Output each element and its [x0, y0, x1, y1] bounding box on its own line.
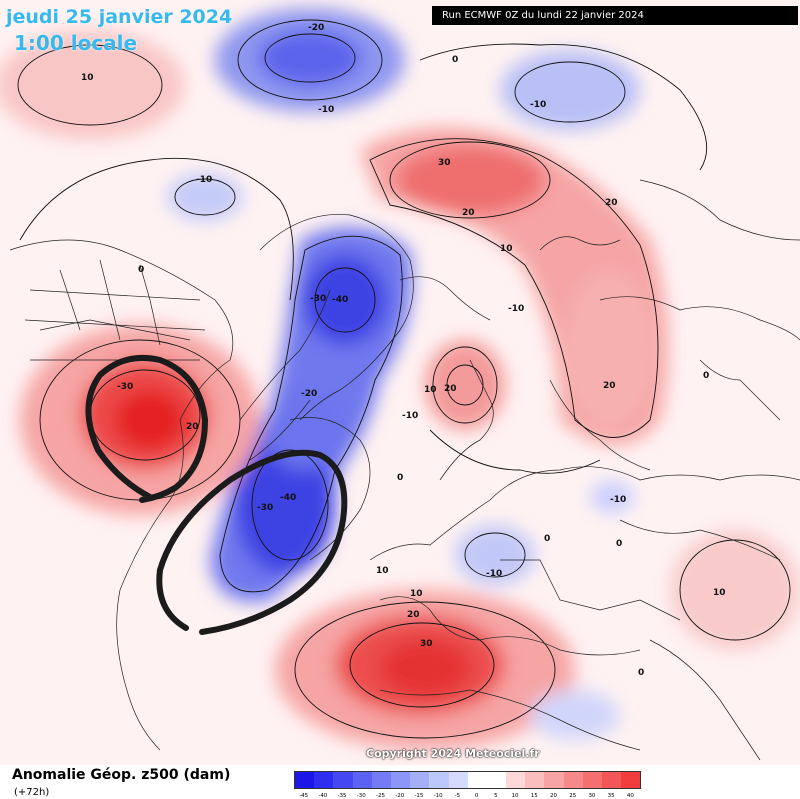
legend-swatch — [602, 772, 622, 788]
forecast-local-time: 1:00 locale — [14, 31, 138, 55]
contour-label: -20 — [308, 23, 324, 33]
legend-swatch — [506, 772, 526, 788]
contour-label: -40 — [280, 493, 296, 503]
positive-anomaly-scandinavia — [425, 340, 505, 430]
contour-label: 20 — [186, 422, 199, 432]
contour-label: 10 — [376, 566, 389, 576]
legend-tick-labels: -45 -40 -35 -30 -25 -20 -15 -10 -5 0 5 10 15 20 25 30 35… — [299, 793, 634, 799]
contour-label: 20 — [605, 198, 618, 208]
anomaly-map: 10 -20 -10 0 -10 30 20 -10 0 10 -30 -40 … — [0, 0, 800, 765]
contour-label: -40 — [332, 295, 348, 305]
contour-label: -10 — [508, 304, 524, 314]
contour-value-labels: 10 -20 -10 0 -10 30 20 -10 0 10 -30 -40 … — [81, 23, 726, 678]
legend-swatch — [621, 772, 641, 788]
legend-swatch — [390, 772, 411, 788]
contour-label: 0 — [544, 534, 550, 544]
field-label: Anomalie Géop. z500 (dam) — [12, 767, 231, 783]
legend-swatch — [410, 772, 430, 788]
lead-time-label: (+72h) — [14, 787, 50, 798]
contour-label: 20 — [407, 610, 420, 620]
legend-tick: 30 — [588, 793, 595, 799]
legend-swatch — [544, 772, 564, 788]
legend-tick: 25 — [569, 793, 576, 799]
legend-tick: -30 — [357, 793, 366, 799]
contour-label: 10 — [713, 588, 726, 598]
contour-label: 0 — [616, 539, 622, 549]
copyright-notice: Copyright 2024 Meteociel.fr — [366, 747, 540, 760]
contour-label: 20 — [462, 208, 475, 218]
legend-tick: -15 — [414, 793, 423, 799]
model-run-banner: Run ECMWF 0Z du lundi 22 janvier 2024 — [432, 6, 798, 25]
legend-tick: -35 — [338, 793, 347, 799]
legend-swatch — [525, 772, 545, 788]
contour-label: 30 — [438, 158, 451, 168]
contour-label: 10 — [424, 385, 437, 395]
annotation-circle-atlantic — [156, 449, 348, 635]
contour-label: -30 — [310, 294, 326, 304]
legend-tick: 20 — [550, 793, 557, 799]
contour-label: 20 — [603, 381, 616, 391]
contour-lines — [17, 19, 791, 739]
contour-label: -10 — [318, 105, 334, 115]
map-footer: Anomalie Géop. z500 (dam) (+72h) -45 -40-… — [0, 765, 800, 799]
legend-tick: 15 — [531, 793, 538, 799]
legend-tick: -20 — [395, 793, 404, 799]
legend-swatch — [486, 772, 507, 788]
contour-label: 10 — [81, 73, 94, 83]
contour-label: 10 — [500, 244, 513, 254]
legend-swatch — [333, 772, 353, 788]
legend-swatch — [295, 772, 315, 788]
contour-label: -10 — [530, 100, 546, 110]
legend-tick: -25 — [376, 793, 385, 799]
contour-label: -30 — [117, 382, 133, 392]
annotation-circle-north-america — [85, 354, 209, 503]
hand-drawn-annotations — [85, 354, 348, 635]
legend-tick: -40 — [318, 793, 327, 799]
legend-tick: 5 — [494, 793, 498, 799]
legend-swatch — [429, 772, 449, 788]
contour-label: 0 — [138, 265, 144, 275]
contour-label: -10 — [486, 569, 502, 579]
legend-tick: 35 — [608, 793, 615, 799]
contour-label: 0 — [452, 55, 458, 65]
contour-label: 0 — [397, 473, 403, 483]
positive-anomaly-alaska — [0, 30, 185, 140]
legend-tick: 40 — [627, 793, 634, 799]
legend-swatch — [352, 772, 372, 788]
legend-swatch — [467, 772, 487, 788]
contour-label: -30 — [257, 503, 273, 513]
legend-swatch — [314, 772, 334, 788]
coastlines — [9, 179, 800, 761]
contour-label: 30 — [420, 639, 433, 649]
legend-swatch — [563, 772, 583, 788]
legend-tick: -10 — [434, 793, 443, 799]
color-legend — [294, 771, 642, 789]
contour-label: -10 — [196, 175, 212, 185]
negative-anomaly-central-europe — [455, 525, 535, 585]
legend-tick: -5 — [455, 793, 461, 799]
contour-label: 10 — [410, 589, 423, 599]
contour-label: -10 — [610, 495, 626, 505]
negative-anomaly-siberia — [500, 50, 640, 130]
contour-label: -20 — [301, 389, 317, 399]
legend-swatch — [448, 772, 468, 788]
legend-tick: 10 — [512, 793, 519, 799]
contour-label: -10 — [402, 411, 418, 421]
contour-label: 20 — [444, 384, 457, 394]
legend-tick: 0 — [475, 793, 479, 799]
legend-swatch — [371, 772, 391, 788]
legend-tick: -45 — [299, 793, 308, 799]
contour-label: 0 — [703, 371, 709, 381]
forecast-date: jeudi 25 janvier 2024 — [6, 6, 233, 28]
legend-swatch — [582, 772, 602, 788]
contour-label: 0 — [638, 668, 644, 678]
